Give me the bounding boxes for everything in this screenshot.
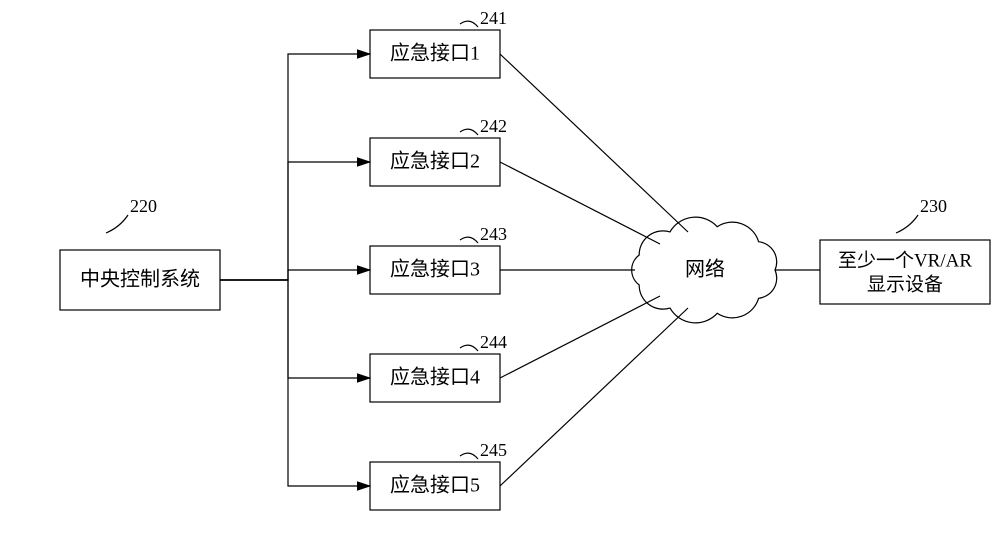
svg-text:至少一个VR/AR: 至少一个VR/AR xyxy=(838,249,972,271)
svg-text:显示设备: 显示设备 xyxy=(867,273,943,295)
edge-if1-to-cloud xyxy=(500,54,688,232)
svg-text:中央控制系统: 中央控制系统 xyxy=(80,268,200,291)
system-diagram: 中央控制系统 220 应急接口1 241 应急接口2 242 应急接口3 243… xyxy=(0,0,1000,541)
edge-central-to-if1 xyxy=(220,54,370,280)
svg-text:应急接口1: 应急接口1 xyxy=(390,42,480,65)
edge-central-to-if4 xyxy=(220,280,370,378)
node-central: 中央控制系统 220 xyxy=(60,196,220,310)
node-interface-2: 应急接口2 242 xyxy=(370,116,507,186)
edges-central-to-interfaces xyxy=(220,54,370,486)
svg-text:243: 243 xyxy=(480,224,507,244)
node-device: 至少一个VR/AR 显示设备 230 xyxy=(820,196,990,304)
node-interface-1: 应急接口1 241 xyxy=(370,8,507,78)
node-interface-3: 应急接口3 243 xyxy=(370,224,507,294)
svg-text:应急接口2: 应急接口2 xyxy=(390,150,480,173)
edge-if4-to-cloud xyxy=(500,296,660,378)
svg-text:应急接口4: 应急接口4 xyxy=(390,366,480,389)
svg-text:220: 220 xyxy=(130,196,157,216)
svg-text:网络: 网络 xyxy=(685,258,725,281)
svg-text:应急接口3: 应急接口3 xyxy=(390,258,480,281)
edge-central-to-if3 xyxy=(220,270,370,280)
edge-central-to-if5 xyxy=(220,280,370,486)
node-interface-5: 应急接口5 245 xyxy=(370,440,507,510)
edge-if5-to-cloud xyxy=(500,308,688,486)
svg-text:应急接口5: 应急接口5 xyxy=(390,474,480,497)
svg-text:230: 230 xyxy=(920,196,947,216)
node-interface-4: 应急接口4 244 xyxy=(370,332,507,402)
svg-text:242: 242 xyxy=(480,116,507,136)
edge-central-to-if2 xyxy=(220,162,370,280)
node-network-cloud: 网络 xyxy=(632,217,777,323)
svg-text:245: 245 xyxy=(480,440,507,460)
edge-if2-to-cloud xyxy=(500,162,660,244)
svg-text:241: 241 xyxy=(480,8,507,28)
svg-text:244: 244 xyxy=(480,332,507,352)
